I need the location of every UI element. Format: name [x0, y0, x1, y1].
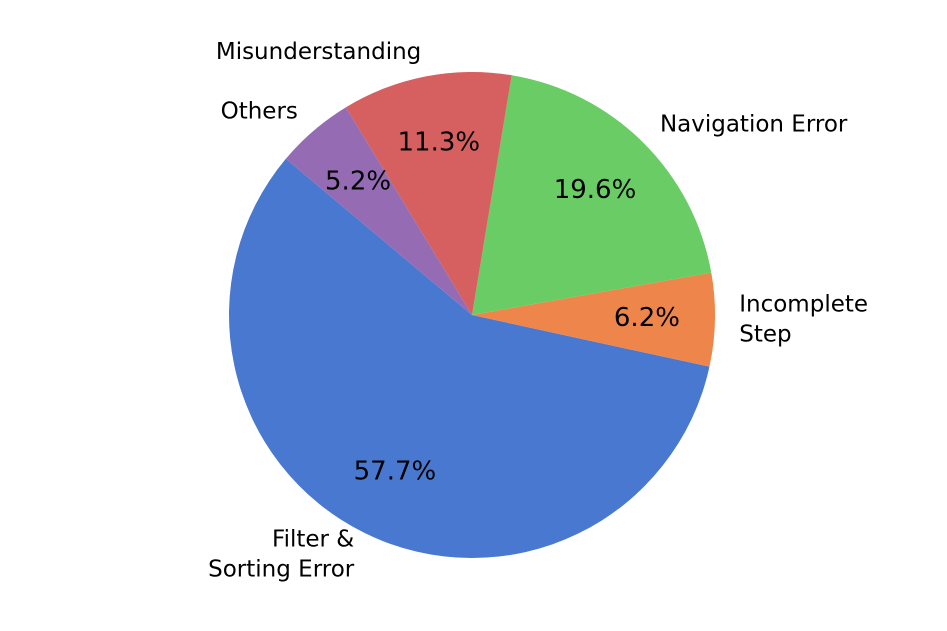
slice-label: Incomplete — [739, 292, 868, 318]
value-label: 5.2% — [325, 167, 391, 197]
slice-label: Filter & — [272, 526, 354, 552]
slice-label: Misunderstanding — [216, 39, 421, 65]
value-label: 57.7% — [354, 457, 437, 487]
value-label: 19.6% — [554, 175, 637, 205]
value-label: 11.3% — [397, 128, 480, 158]
pie-slice — [228, 158, 710, 558]
slice-label: Others — [221, 99, 298, 125]
pie-slice — [345, 72, 512, 315]
slice-label: Navigation Error — [660, 111, 848, 137]
slice-label: Sorting Error — [208, 556, 355, 582]
pie-slice — [285, 107, 472, 315]
pie-slice — [472, 272, 715, 367]
value-label: 6.2% — [614, 303, 680, 333]
slice-label: Step — [739, 322, 791, 348]
pie-slice — [472, 75, 712, 315]
